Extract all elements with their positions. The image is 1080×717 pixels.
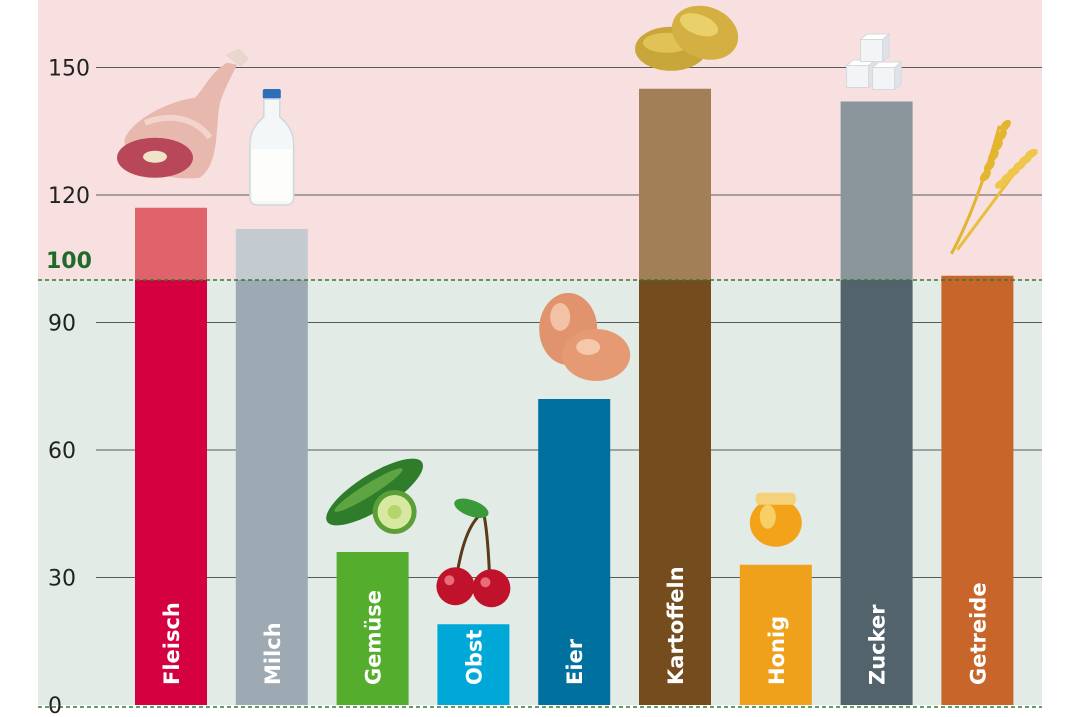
bar-label: Kartoffeln (664, 566, 688, 685)
bar-label: Milch (261, 622, 285, 685)
bar-label: Gemüse (362, 590, 386, 685)
bar-obst (437, 624, 510, 705)
y-tick-label: 150 (48, 57, 90, 82)
bar-honig (739, 564, 812, 705)
bars (135, 88, 1014, 705)
bar-milch (235, 280, 308, 705)
y-axis-tick-labels: 0 30 60 90 120 150 (48, 57, 90, 717)
y-tick-label: 90 (48, 312, 76, 337)
bar-above-100-kartoffeln (639, 88, 711, 280)
wheat-icon (950, 119, 1038, 255)
bar-label: Zucker (866, 604, 890, 685)
honey-jar-icon (749, 492, 802, 547)
bar-label: Eier (563, 638, 587, 685)
bar-label: Fleisch (160, 602, 184, 685)
bar-label: Getreide (966, 582, 990, 685)
y-tick-label: 60 (48, 439, 76, 464)
bar-above-100-milch (235, 229, 308, 280)
food-icons (117, 5, 1038, 608)
cherries-icon (436, 498, 511, 608)
bar-above-100-zucker (840, 101, 913, 280)
y-tick-label: 30 (48, 567, 76, 592)
cucumber-icon (326, 458, 424, 534)
y-tick-label: 120 (48, 184, 90, 209)
y-tick-label: 0 (48, 694, 62, 717)
bar-getreide (941, 280, 1014, 705)
milk-bottle-icon (249, 89, 295, 206)
bar-labels: Fleisch Milch Gemüse Obst Eier Kartoffeln Honi… (160, 566, 990, 685)
bar-label: Obst (462, 630, 486, 685)
bar-label: Honig (765, 616, 789, 685)
bar-gemüse (336, 552, 409, 705)
bar-above-100-fleisch (135, 207, 207, 280)
sugar-cubes-icon (845, 32, 903, 91)
bar-fleisch (135, 280, 207, 705)
bar-kartoffeln (639, 280, 711, 705)
reference-label: 100 (46, 249, 92, 274)
bar-zucker (840, 280, 913, 705)
eggs-icon (539, 293, 631, 381)
meat-leg-icon (117, 48, 249, 179)
bar-eier (538, 399, 611, 705)
potatoes-icon (635, 5, 739, 71)
bar-above-100-getreide (941, 275, 1014, 280)
